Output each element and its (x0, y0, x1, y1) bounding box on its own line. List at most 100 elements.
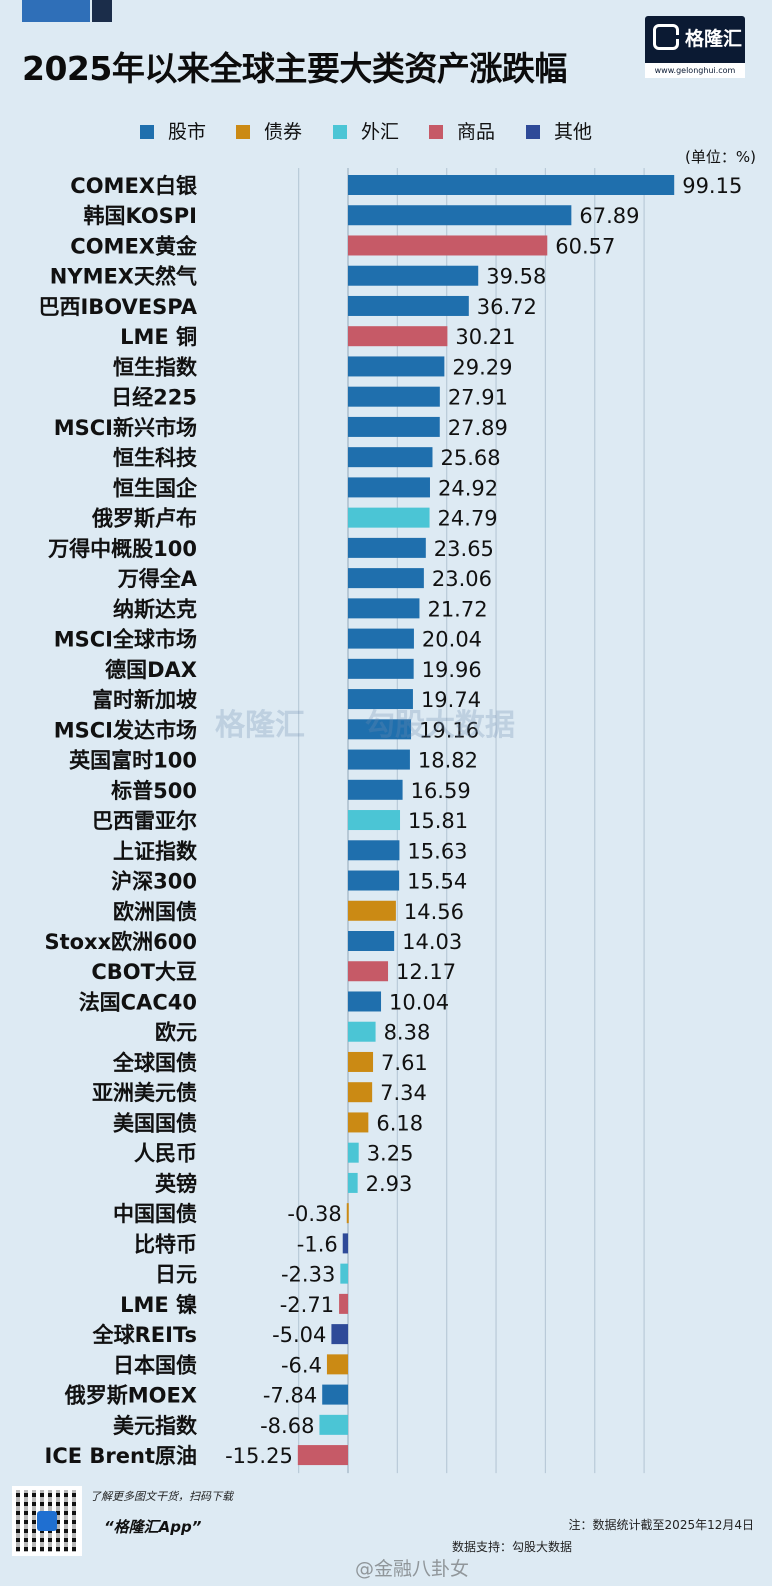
data-support: 数据支持：勾股大数据 (452, 1540, 573, 1554)
value-label: -1.6 (297, 1232, 338, 1256)
category-label: 恒生科技 (113, 446, 198, 470)
category-label: 标普500 (111, 779, 197, 803)
value-label: -15.25 (225, 1444, 293, 1468)
bar-6 (348, 326, 448, 347)
logo-g-icon (653, 24, 679, 50)
category-label: 全球REITs (92, 1323, 197, 1347)
bar-11 (348, 477, 430, 498)
category-label: 恒生国企 (113, 476, 198, 500)
bar-5 (348, 295, 469, 316)
category-label: ICE Brent原油 (45, 1444, 197, 1468)
legend-swatch-stock (140, 125, 154, 139)
bar-chart: COMEX白银 99.15 韩国KOSPI 67.89 COMEX黄金 60.57 NYME… (38, 168, 742, 1474)
value-label: 2.93 (366, 1172, 413, 1196)
bar-40 (326, 1354, 348, 1375)
category-label: 全球国债 (112, 1051, 197, 1075)
value-label: 12.17 (396, 960, 456, 984)
bar-41 (322, 1384, 348, 1405)
value-label: 7.34 (380, 1081, 427, 1105)
category-label: 亚洲美元债 (92, 1081, 197, 1105)
category-label: 恒生指数 (113, 355, 198, 379)
logo-name: 格隆汇 (685, 28, 743, 50)
value-label: 14.56 (404, 900, 464, 924)
category-label: 纳斯达克 (113, 597, 197, 621)
data-note: 注：数据统计截至2025年12月4日 (568, 1518, 754, 1532)
bar-15 (348, 598, 420, 619)
category-label: 万得中概股100 (47, 537, 197, 561)
category-label: 美国国债 (113, 1111, 197, 1135)
value-label: 27.91 (448, 386, 508, 410)
category-label: 中国国债 (113, 1202, 197, 1226)
category-label: 巴西IBOVESPA (38, 295, 197, 319)
bar-20 (348, 749, 410, 770)
value-label: 10.04 (389, 990, 449, 1014)
footer: 了解更多图文干货，扫码下载 “格隆汇App” 注：数据统计截至2025年12月4… (0, 1476, 772, 1586)
category-label: MSCI全球市场 (54, 628, 197, 652)
bar-23 (348, 840, 400, 861)
value-label: 99.15 (682, 174, 742, 198)
category-label: 富时新加坡 (92, 688, 197, 712)
bar-43 (297, 1445, 348, 1466)
value-label: 19.16 (419, 718, 479, 742)
chart-legend: 股市 债券 外汇 商品 其他 (0, 120, 772, 144)
legend-label-commodity: 商品 (457, 121, 496, 143)
value-label: -7.84 (263, 1384, 317, 1408)
value-label: 60.57 (555, 234, 615, 258)
value-label: 15.54 (407, 870, 467, 894)
value-label: 19.74 (421, 688, 481, 712)
value-label: 15.63 (407, 839, 467, 863)
category-label: LME 铜 (120, 325, 197, 349)
category-label: 法国CAC40 (79, 990, 197, 1014)
gelonghui-logo: 格隆汇 www.gelonghui.com (645, 16, 745, 78)
legend-label-bond: 债券 (264, 121, 303, 143)
bar-18 (348, 689, 413, 710)
bar-31 (348, 1082, 373, 1103)
category-label: 日本国债 (113, 1353, 197, 1377)
bar-27 (348, 961, 389, 982)
unit-label: (单位：%) (685, 148, 756, 166)
value-label: 19.96 (422, 658, 482, 682)
value-label: -2.33 (281, 1263, 335, 1287)
legend-swatch-other (526, 125, 540, 139)
bar-12 (348, 507, 430, 528)
bar-42 (319, 1414, 348, 1435)
value-label: 29.29 (452, 355, 512, 379)
bar-30 (348, 1051, 374, 1072)
bar-7 (348, 356, 445, 377)
category-label: 沪深300 (111, 870, 197, 894)
bar-34 (348, 1172, 358, 1193)
bar-19 (348, 719, 412, 740)
category-label: 万得全A (117, 567, 198, 591)
top-stripe-dark (92, 0, 112, 22)
category-label: 人民币 (134, 1142, 197, 1166)
category-label: 比特币 (134, 1232, 197, 1256)
bar-36 (342, 1233, 348, 1254)
legend-label-fx: 外汇 (361, 121, 400, 143)
bar-26 (348, 931, 395, 951)
bar-14 (348, 568, 424, 589)
bar-21 (348, 779, 403, 800)
bar-4 (348, 265, 479, 286)
category-label: 日元 (155, 1263, 197, 1287)
value-label: 21.72 (427, 597, 487, 621)
bar-28 (348, 991, 382, 1012)
bar-38 (339, 1293, 348, 1314)
bar-35 (346, 1203, 349, 1224)
category-label: Stoxx欧洲600 (44, 930, 197, 954)
category-label: MSCI新兴市场 (54, 416, 197, 440)
category-label: 德国DAX (105, 658, 197, 682)
category-label: LME 镍 (120, 1293, 197, 1317)
promo-text: 了解更多图文干货，扫码下载 (90, 1490, 233, 1503)
category-label: COMEX黄金 (70, 234, 198, 258)
bar-39 (331, 1324, 348, 1345)
bar-17 (348, 658, 414, 679)
bar-33 (348, 1142, 359, 1163)
bar-22 (348, 810, 401, 831)
category-label: 俄罗斯MOEX (64, 1384, 197, 1408)
bar-1 (348, 175, 675, 195)
value-label: 14.03 (402, 930, 462, 954)
bar-37 (340, 1263, 348, 1284)
bar-25 (348, 900, 396, 921)
bar-16 (348, 628, 414, 649)
value-label: 3.25 (367, 1142, 414, 1166)
